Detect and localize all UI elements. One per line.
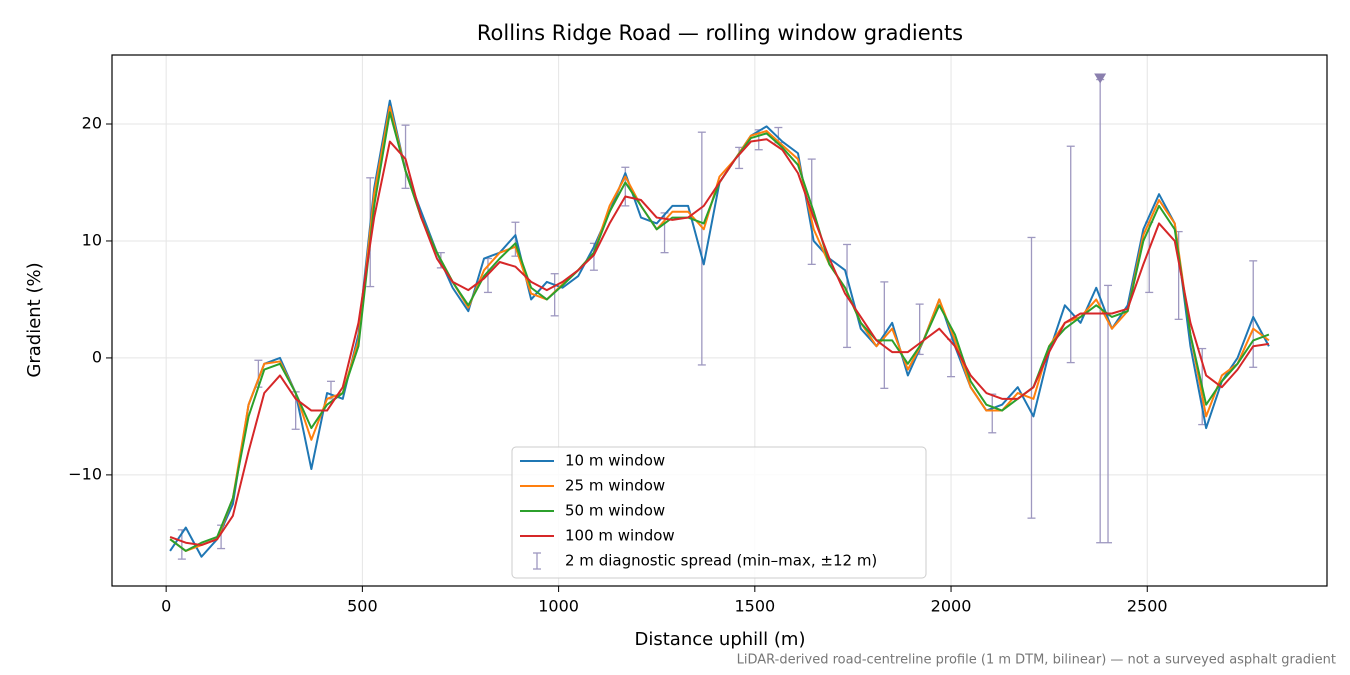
legend-label: 25 m window: [565, 477, 665, 495]
error-bar: [697, 131, 706, 366]
series-line: [169, 105, 1270, 552]
error-bar: [1027, 236, 1036, 519]
series-line: [169, 138, 1270, 547]
legend-label: 10 m window: [565, 452, 665, 470]
clip-marker: [1094, 73, 1107, 84]
x-tick-label: 500: [347, 597, 378, 616]
y-tick-label: 10: [82, 230, 102, 249]
y-tick-label: 0: [92, 347, 102, 366]
plot-frame: [111, 54, 1328, 587]
footnote: LiDAR-derived road-centreline profile (1…: [737, 653, 1336, 668]
legend-box: [511, 446, 927, 579]
error-bar: [401, 124, 410, 189]
x-tick-label: 1500: [734, 597, 775, 616]
legend-label: 2 m diagnostic spread (min–max, ±12 m): [565, 552, 877, 570]
legend-label: 100 m window: [565, 527, 675, 545]
y-tick-label: −10: [68, 464, 102, 483]
error-bar: [735, 146, 744, 170]
error-bar: [1104, 284, 1113, 544]
legend-label: 50 m window: [565, 502, 665, 520]
error-bar: [988, 393, 997, 434]
x-tick-label: 1000: [538, 597, 579, 616]
x-axis-label: Distance uphill (m): [635, 629, 806, 650]
error-bar: [550, 273, 559, 317]
y-axis-label: Gradient (%): [24, 262, 45, 377]
chart-title: Rollins Ridge Road — rolling window grad…: [477, 21, 963, 45]
x-tick-label: 0: [161, 597, 171, 616]
error-bar: [1249, 260, 1258, 368]
x-tick-label: 2500: [1127, 597, 1168, 616]
y-tick-label: 20: [82, 114, 102, 133]
legend: 10 m window 25 m window 50 m window 100 m w…: [511, 446, 927, 579]
error-bar: [1066, 145, 1075, 364]
x-tick-label: 2000: [931, 597, 972, 616]
